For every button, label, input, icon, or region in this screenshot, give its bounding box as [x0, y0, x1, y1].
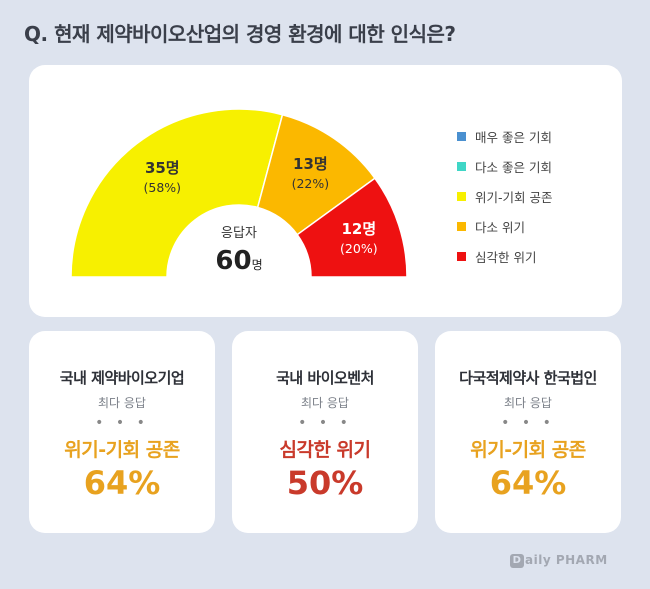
legend-label: 다소 위기 — [475, 219, 525, 235]
legend-label: 심각한 위기 — [475, 249, 537, 265]
legend-item: 다소 위기 — [457, 211, 552, 241]
page-title: Q. 현재 제약바이오산업의 경영 환경에 대한 인식은? — [24, 22, 456, 46]
result-card-bio-venture: 국내 바이오벤처 최다 응답 • • • 심각한 위기 50% — [232, 331, 418, 533]
slice-percent-label: (58%) — [144, 180, 182, 195]
half-donut-chart: 35명 (58%) 13명 (22%) 12명 (20%) 응답자 60명 — [70, 108, 408, 278]
center-value: 60명 — [215, 246, 262, 276]
slice-4 — [296, 177, 408, 278]
legend-item: 심각한 위기 — [457, 241, 552, 271]
card-subtitle: 최다 응답 — [301, 396, 349, 410]
card-percent: 50% — [286, 464, 364, 502]
slice-percent-label: (20%) — [340, 241, 378, 256]
card-subtitle: 최다 응답 — [98, 396, 146, 410]
logo-text: aily PHARM — [525, 553, 608, 567]
slice-percent-label: (22%) — [292, 176, 330, 191]
legend-swatch — [457, 251, 466, 261]
slice-2 — [70, 108, 284, 278]
legend-item: 다소 좋은 기회 — [457, 151, 552, 181]
legend-label: 다소 좋은 기회 — [475, 159, 552, 175]
legend-swatch — [457, 221, 466, 231]
center-label: 응답자 — [221, 226, 257, 241]
slice-count-label: 12명 — [341, 220, 376, 238]
result-card-multinational: 다국적제약사 한국법인 최다 응답 • • • 위기-기회 공존 64% — [435, 331, 621, 533]
card-answer: 위기-기회 공존 — [64, 439, 180, 461]
card-dots: • • • — [95, 415, 149, 431]
legend-label: 위기-기회 공존 — [475, 189, 553, 205]
card-title: 다국적제약사 한국법인 — [459, 369, 597, 387]
legend-item: 매우 좋은 기회 — [457, 121, 552, 151]
chart-legend: 매우 좋은 기회 다소 좋은 기회 위기-기회 공존 다소 위기 심각한 위기 — [457, 121, 552, 271]
card-answer: 심각한 위기 — [279, 439, 371, 461]
legend-swatch — [457, 161, 466, 171]
legend-swatch — [457, 131, 466, 141]
logo-mark-icon: D — [510, 553, 524, 568]
legend-item: 위기-기회 공존 — [457, 181, 552, 211]
legend-swatch — [457, 191, 466, 201]
card-subtitle: 최다 응답 — [504, 396, 552, 410]
card-answer: 위기-기회 공존 — [470, 439, 586, 461]
card-dots: • • • — [298, 415, 352, 431]
card-title: 국내 제약바이오기업 — [59, 369, 185, 387]
card-title: 국내 바이오벤처 — [276, 369, 374, 387]
card-dots: • • • — [501, 415, 555, 431]
slice-count-label: 35명 — [145, 159, 180, 177]
result-card-domestic-pharma: 국내 제약바이오기업 최다 응답 • • • 위기-기회 공존 64% — [29, 331, 215, 533]
card-percent: 64% — [489, 464, 567, 502]
card-percent: 64% — [83, 464, 161, 502]
chart-card: 35명 (58%) 13명 (22%) 12명 (20%) 응답자 60명 매우 좋은 기회 … — [29, 65, 622, 317]
legend-label: 매우 좋은 기회 — [475, 129, 552, 145]
slice-count-label: 13명 — [293, 155, 328, 173]
